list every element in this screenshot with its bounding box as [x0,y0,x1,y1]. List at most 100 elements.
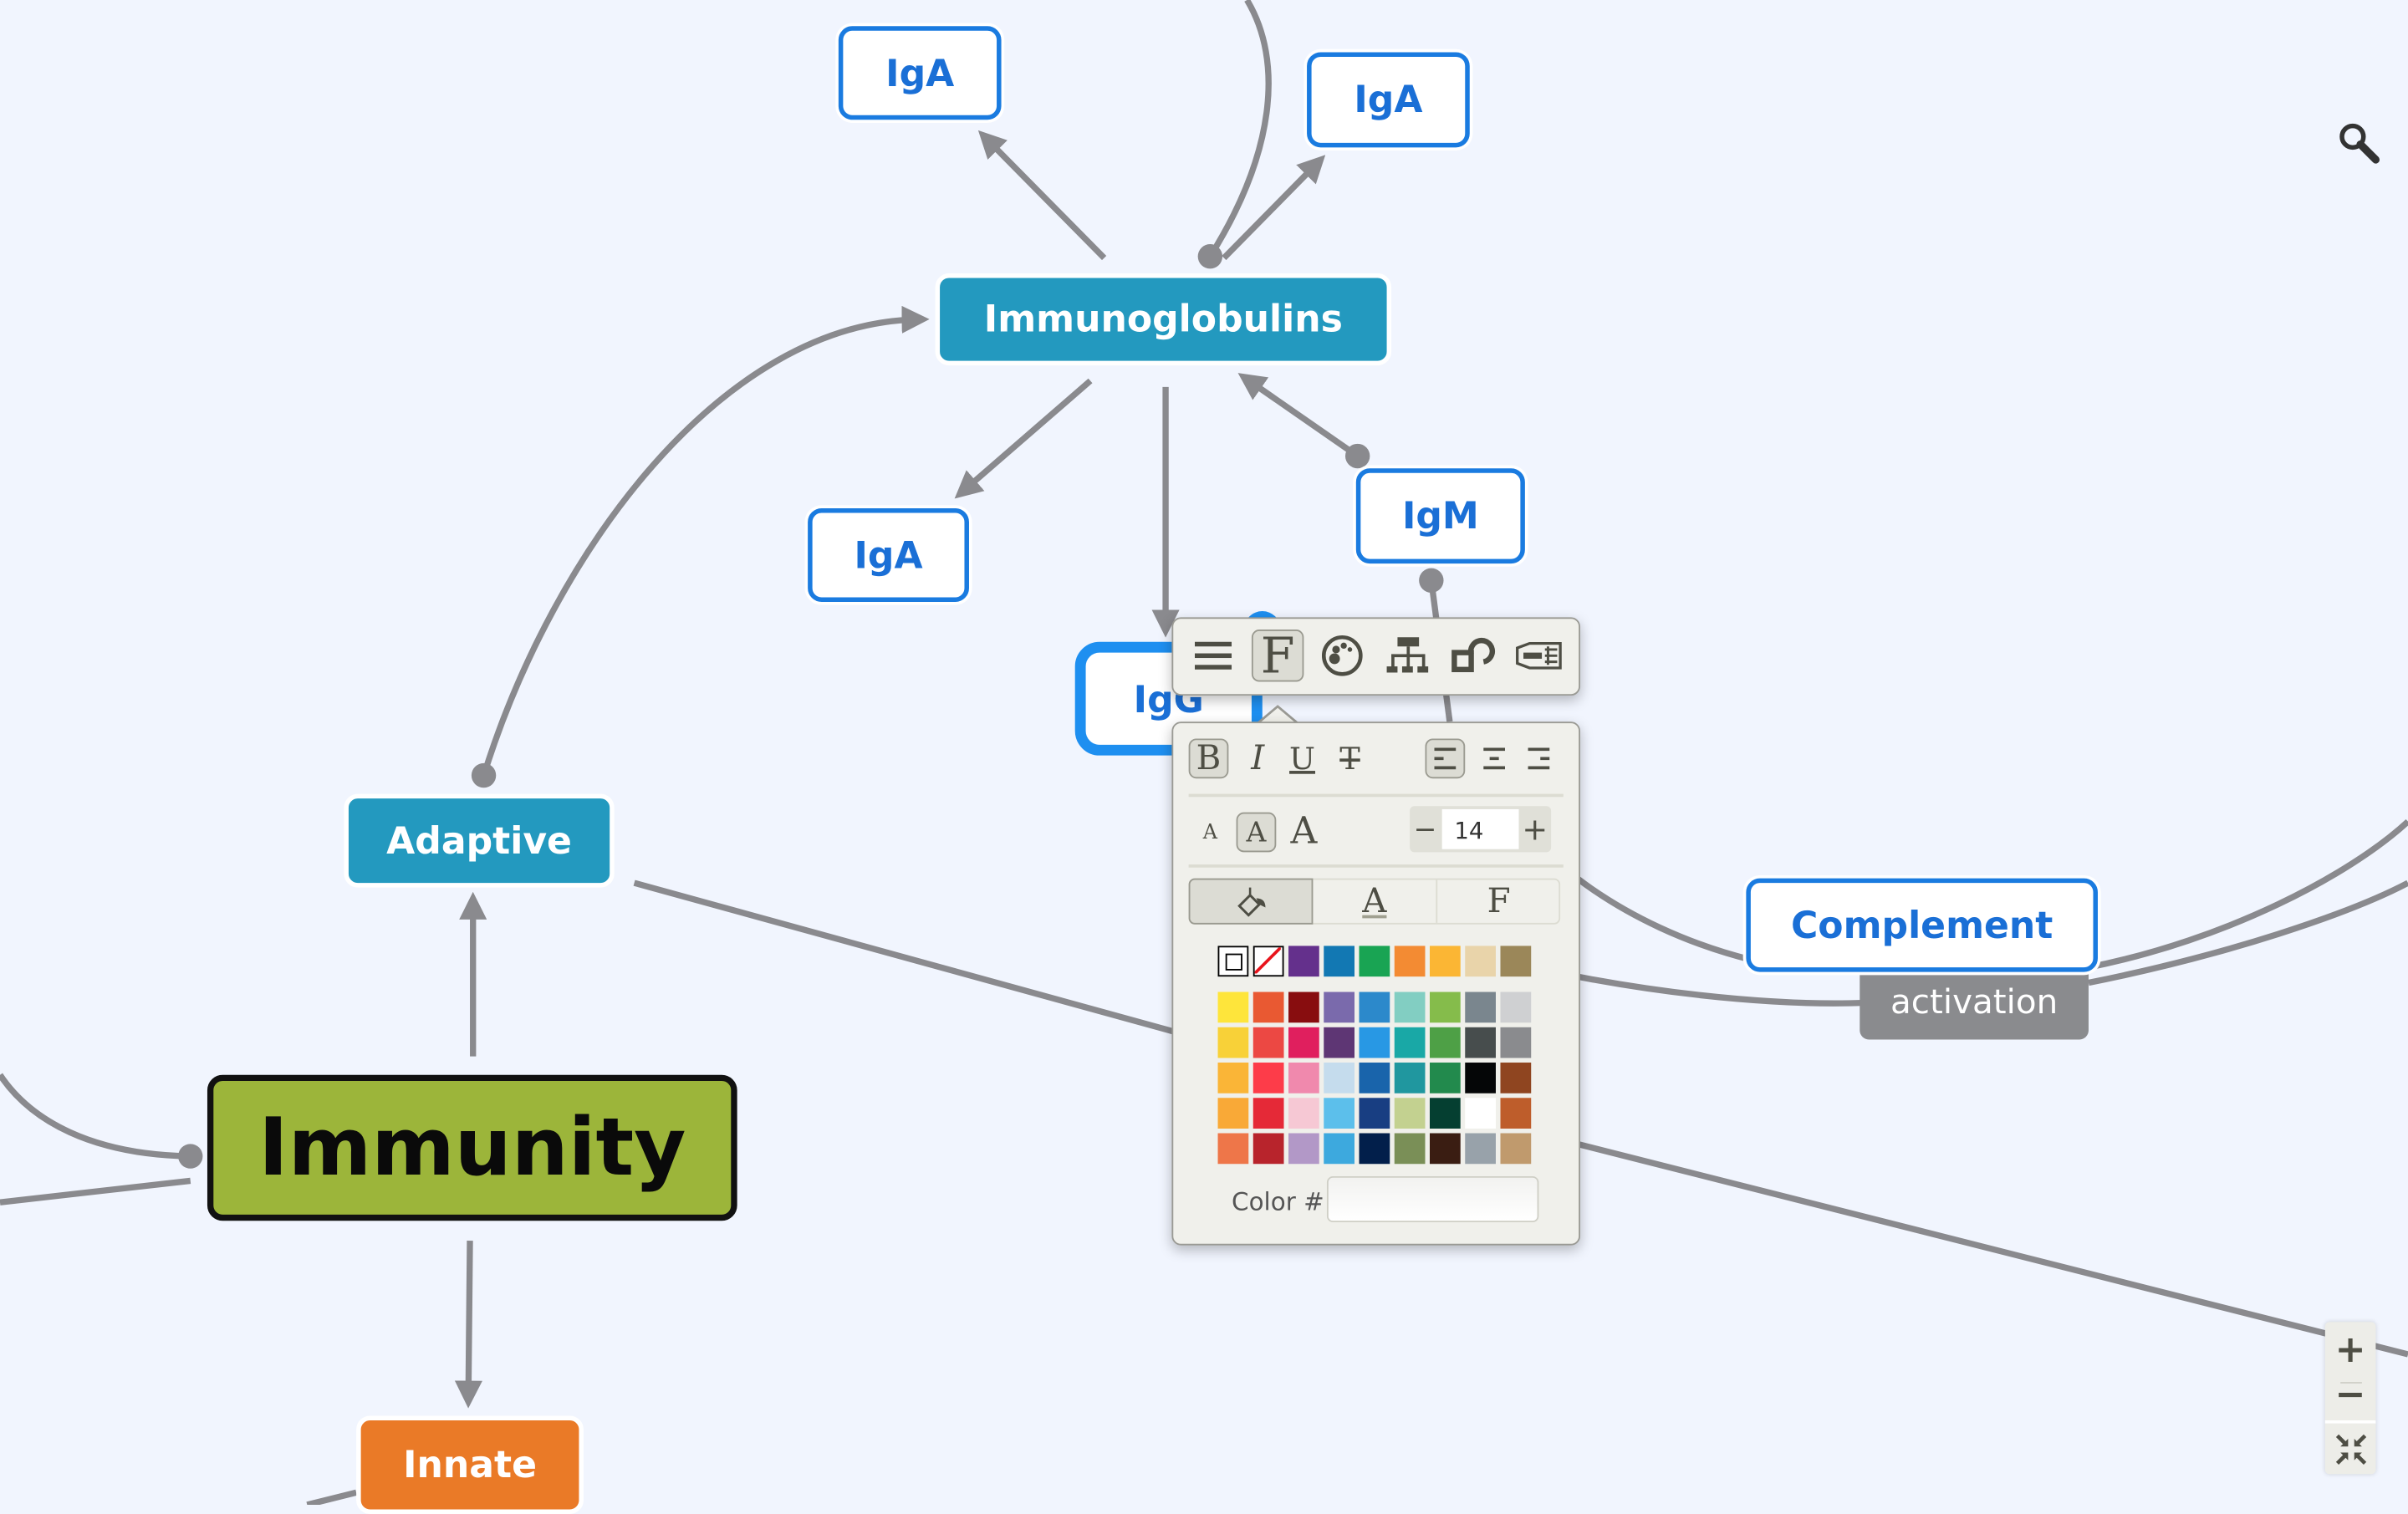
color-swatch[interactable] [1500,1027,1532,1058]
color-swatch[interactable] [1500,991,1532,1023]
zoom-in-button[interactable]: + [2334,1328,2366,1372]
color-swatch[interactable] [1288,1133,1319,1165]
color-swatch[interactable] [1324,991,1355,1023]
connection-dot [471,762,497,788]
underline-button[interactable]: U [1289,740,1316,777]
topic-immunoglobulins[interactable]: Immunoglobulins [935,273,1392,366]
align-right-icon[interactable] [1519,738,1559,778]
color-swatch[interactable] [1500,1098,1532,1129]
font-size-small-button[interactable]: A [1202,820,1217,844]
color-swatch[interactable] [1394,1027,1426,1058]
topic-shape-icon[interactable] [1514,633,1564,679]
default-color-swatch[interactable] [1217,946,1249,977]
topic-toolbar: F [1171,617,1581,696]
color-swatch[interactable] [1430,1098,1461,1129]
color-swatch[interactable] [1217,1133,1249,1165]
increment-button[interactable]: + [1522,810,1548,848]
topic-adaptive[interactable]: Adaptive [344,793,615,888]
font-size-input[interactable]: 14 [1441,808,1519,849]
color-swatch[interactable] [1394,1063,1426,1093]
color-swatch[interactable] [1324,1133,1355,1165]
color-swatch[interactable] [1394,1098,1426,1129]
color-swatch[interactable] [1465,1133,1496,1165]
color-swatch[interactable] [1217,1098,1249,1129]
connection-line [1576,1140,2408,1358]
color-swatch[interactable] [1465,946,1496,977]
color-hex-input[interactable] [1326,1175,1539,1223]
color-swatch[interactable] [1359,1027,1390,1058]
connection-line [633,879,1176,1035]
color-swatch[interactable] [1465,991,1496,1023]
font-tab[interactable]: F [1487,882,1511,921]
topic-complement[interactable]: Complement [1746,878,2098,972]
color-swatch[interactable] [1359,1133,1390,1165]
color-swatch[interactable] [1324,946,1355,977]
color-swatch[interactable] [1465,1063,1496,1093]
color-swatch[interactable] [1500,1133,1532,1165]
color-swatch[interactable] [1430,1063,1461,1093]
topic-igm[interactable]: IgM [1355,468,1525,564]
color-swatch[interactable] [1359,1063,1390,1093]
search-icon[interactable] [2338,121,2380,164]
color-swatch[interactable] [1359,946,1390,977]
color-swatch[interactable] [1394,991,1426,1023]
topic-iga-top-right[interactable]: IgA [1307,52,1470,148]
color-swatch[interactable] [1217,1027,1249,1058]
menu-icon[interactable] [1191,635,1234,677]
connection-line [1207,0,1272,258]
font-size-large-button[interactable]: A [1290,808,1318,853]
color-swatch[interactable] [1252,1098,1284,1129]
color-swatch[interactable] [1288,946,1319,977]
structure-icon[interactable] [1385,633,1431,679]
color-swatch[interactable] [1288,1098,1319,1129]
color-swatch[interactable] [1288,1027,1319,1058]
color-swatch[interactable] [1500,946,1532,977]
relationship-label-activation[interactable]: activation [1860,967,2089,1040]
color-swatch[interactable] [1252,1027,1284,1058]
color-swatch[interactable] [1252,1133,1284,1165]
color-swatch[interactable] [1324,1063,1355,1093]
palette-icon[interactable] [1319,633,1365,679]
color-swatch[interactable] [1324,1027,1355,1058]
color-swatch[interactable] [1252,1063,1284,1093]
color-swatch[interactable] [1500,1063,1532,1093]
fill-color-tab[interactable] [1188,878,1314,925]
color-swatch[interactable] [1359,991,1390,1023]
font-format-icon[interactable]: F [1251,626,1304,685]
color-swatch[interactable] [1217,991,1249,1023]
color-swatch[interactable] [1217,1063,1249,1093]
color-swatch[interactable] [1465,1098,1496,1129]
topic-iga-left[interactable]: IgA [808,507,969,603]
color-swatch[interactable] [1430,1133,1461,1165]
fit-to-screen-icon[interactable] [2325,1424,2376,1475]
connection-line [481,305,930,777]
color-swatch[interactable] [1324,1098,1355,1129]
align-left-icon[interactable] [1425,738,1466,779]
italic-button[interactable]: I [1251,739,1265,778]
color-swatch[interactable] [1394,1133,1426,1165]
color-swatch[interactable] [1288,991,1319,1023]
color-swatch[interactable] [1430,991,1461,1023]
color-swatch[interactable] [1359,1098,1390,1129]
no-color-swatch[interactable] [1252,946,1284,977]
align-center-icon[interactable] [1474,738,1514,778]
topic-iga-top-left[interactable]: IgA [838,26,1002,120]
color-swatch[interactable] [1465,1027,1496,1058]
zoom-out-button[interactable]: − [2334,1373,2366,1416]
bold-button[interactable]: B [1188,738,1229,779]
color-swatch[interactable] [1430,946,1461,977]
color-swatch[interactable] [1288,1063,1319,1093]
connection-line [1575,875,1752,963]
font-size-medium-button[interactable]: A [1236,812,1277,853]
color-swatch[interactable] [1430,1027,1461,1058]
color-swatch[interactable] [1394,946,1426,977]
strikethrough-button[interactable]: T [1339,740,1360,777]
decrement-button[interactable]: − [1413,813,1437,846]
topic-innate[interactable]: Innate [356,1415,584,1514]
text-color-tab[interactable]: A [1313,879,1438,923]
connection-line [1576,973,1866,1007]
relationship-icon[interactable] [1450,633,1496,679]
color-swatch[interactable] [1252,991,1284,1023]
central-topic-immunity[interactable]: Immunity [207,1074,737,1221]
